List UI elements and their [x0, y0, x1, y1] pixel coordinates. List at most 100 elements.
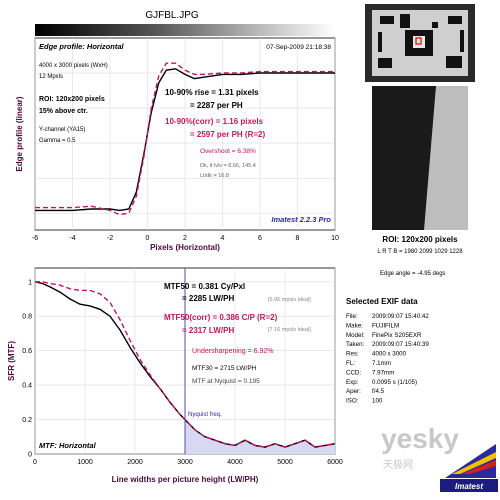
edge-tick-label: 4: [221, 235, 225, 242]
mtf50-ideal: [6.96 mpxls ideal]: [268, 297, 311, 303]
edge-tick-label: 8: [296, 235, 300, 242]
exif-key: Aper:: [346, 388, 361, 395]
exif-key: Model:: [346, 332, 365, 339]
imatest-version: Imatest 2.2.3 Pro: [271, 215, 331, 224]
mtf-y-tick-label: 0: [28, 452, 32, 459]
mtf-x-tick-label: 3000: [177, 459, 193, 466]
light-dark-ratio: Lt/dk = 16.8: [200, 173, 229, 179]
roi-title: ROI: 120x200 pixels: [382, 235, 458, 244]
edge-tick-label: -6: [32, 235, 38, 242]
undersharpening: Undersharpening = 6.92%: [192, 348, 274, 355]
exif-value: 7.1mm: [372, 360, 391, 367]
mtf30: MTF30 = 2715 LW/PH: [192, 365, 257, 372]
edge-profile-panel: -6 -4 -2 0 2 4 6 8 10 Edge profile: Horizontal 0…: [15, 37, 339, 252]
mtf-y-tick-label: 0.8: [22, 314, 32, 321]
imatest-logo: Imatest: [440, 444, 498, 492]
rise-line-1: 10-90% rise = 1.31 pixels: [165, 88, 259, 97]
logo-banner: [440, 479, 498, 492]
exif-value: 0.0095 s (1/105): [372, 379, 417, 386]
mtf-x-tick-label: 5000: [277, 459, 293, 466]
edge-corrected-line: [35, 62, 335, 216]
edge-tick-label: 10: [331, 235, 339, 242]
edge-tick-labels: -6 -4 -2 0 2 4 6 8 10: [32, 235, 339, 242]
nyquist-label: Nyquist freq.: [188, 412, 222, 418]
mtf-x-tick-label: 4000: [227, 459, 243, 466]
edge-tick-label: -2: [107, 235, 113, 242]
exif-rows: File: 2009:09:07 15:40:42 Make: FUJIFILM Mod…: [346, 313, 429, 405]
dark-light-levels: Dk, lt lvls = 8.66, 145.4: [200, 163, 256, 169]
roi-light-side: [424, 86, 468, 230]
info-resolution: 4000 x 3000 pixels (WxH): [39, 63, 108, 69]
exif-value: 100: [372, 398, 383, 405]
edge-angle: Edge angle = -4.95 degs: [380, 271, 446, 277]
exif-value: FinePix S205EXR: [372, 332, 422, 339]
logo-stripe-yellow: [452, 452, 496, 474]
exif-value: f/4.5: [372, 388, 385, 395]
exif-key: Exp:: [346, 379, 359, 386]
mtf50-corr-lwph: = 2317 LW/PH: [182, 326, 234, 335]
chart-thumbnail: [365, 4, 475, 82]
corr-line-1: 10-90%(corr) = 1.16 pixels: [165, 117, 264, 126]
logo-text: Imatest: [455, 482, 483, 491]
mtf-xlabel: Line widths per picture height (LW/PH): [112, 475, 259, 484]
exif-value: 2009:09:07 15:40:42: [372, 313, 429, 320]
edge-xlabel: Pixels (Horizontal): [150, 243, 220, 252]
timestamp: 07-Sep-2009 21:18:38: [266, 44, 331, 51]
logo-stripe-red: [462, 460, 496, 474]
corr-line-2: = 2597 per PH (R=2): [190, 130, 265, 139]
watermark: yesky: [381, 423, 459, 454]
gradient-strip: [35, 24, 335, 36]
edge-tick-label: 0: [146, 235, 150, 242]
exif-value: 7.97mm: [372, 369, 394, 376]
exif-value: 4000 x 3000: [372, 351, 407, 358]
mtf50-corr-ideal: [7.16 mpxls ideal]: [268, 327, 311, 333]
exif-value: FUJIFILM: [372, 322, 399, 329]
mtf-x-tick-label: 6000: [327, 459, 343, 466]
exif-title: Selected EXIF data: [346, 297, 418, 306]
mtf-x-tick-label: 1000: [77, 459, 93, 466]
mtf50-corr: MTF50(corr) = 0.386 C/P (R=2): [164, 313, 278, 322]
mtf-y-tick-label: 1: [28, 279, 32, 286]
roi-marker: [415, 37, 422, 45]
exif-key: ISO:: [346, 398, 359, 405]
edge-tick-label: 2: [183, 235, 187, 242]
mtf-panel: 0 1000 2000 3000 4000 5000 600000.20.40.60.81 …: [7, 267, 343, 484]
mtf-x-tick-label: 0: [33, 459, 37, 466]
exif-key: File:: [346, 313, 358, 320]
exif-key: Taken:: [346, 341, 365, 348]
mtf-corrected-line: [35, 281, 336, 448]
exif-key: FL:: [346, 360, 355, 367]
roi-crop-image: [372, 86, 468, 230]
edge-measured-line: [35, 68, 335, 212]
file-title: GJFBL.JPG: [145, 10, 199, 21]
roi-lrtb: L R T B = 1980 2099 1029 1228: [377, 249, 463, 255]
mtf-x-tick-label: 2000: [127, 459, 143, 466]
watermark-cn: 天极网: [383, 458, 413, 471]
exif-key: Res:: [346, 351, 359, 358]
mtf-y-tick-label: 0.6: [22, 348, 32, 355]
edge-tick-label: -4: [69, 235, 75, 242]
mtf-title: MTF: Horizontal: [39, 441, 97, 450]
rise-line-2: = 2287 per PH: [190, 101, 243, 110]
roi-position: 15% above ctr.: [39, 108, 88, 115]
exif-block: Selected EXIF data File: 2009:09:07 15:40…: [346, 297, 429, 405]
edge-tick-label: 6: [258, 235, 262, 242]
mtf50: MTF50 = 0.381 Cy/Pxl: [164, 282, 245, 291]
exif-key: CCD:: [346, 369, 361, 376]
exif-key: Make:: [346, 322, 363, 329]
overshoot: Overshoot = 6.38%: [200, 148, 256, 155]
roi-size: ROI: 120x200 pixels: [39, 96, 105, 103]
edge-ylabel: Edge profile (linear): [15, 96, 24, 171]
nyquist-region: [185, 419, 335, 454]
exif-value: 2009:09:07 15:40:39: [372, 341, 429, 348]
gamma: Gamma = 0.5: [39, 138, 76, 144]
channel: Y-channel (YA15): [39, 127, 85, 133]
info-mpxls: 12 Mpxls: [39, 74, 63, 80]
mtf-nyquist: MTF at Nyquist = 0.195: [192, 378, 260, 385]
mtf-y-tick-label: 0.2: [22, 417, 32, 424]
mtf-tick-labels: 0 1000 2000 3000 4000 5000 6000 0 0.2 0.4 0.6 0.8 1: [22, 279, 343, 466]
edge-title: Edge profile: Horizontal: [39, 42, 125, 51]
mtf-y-tick-label: 0.4: [22, 383, 32, 390]
mtf-ylabel: SFR (MTF): [7, 341, 16, 381]
